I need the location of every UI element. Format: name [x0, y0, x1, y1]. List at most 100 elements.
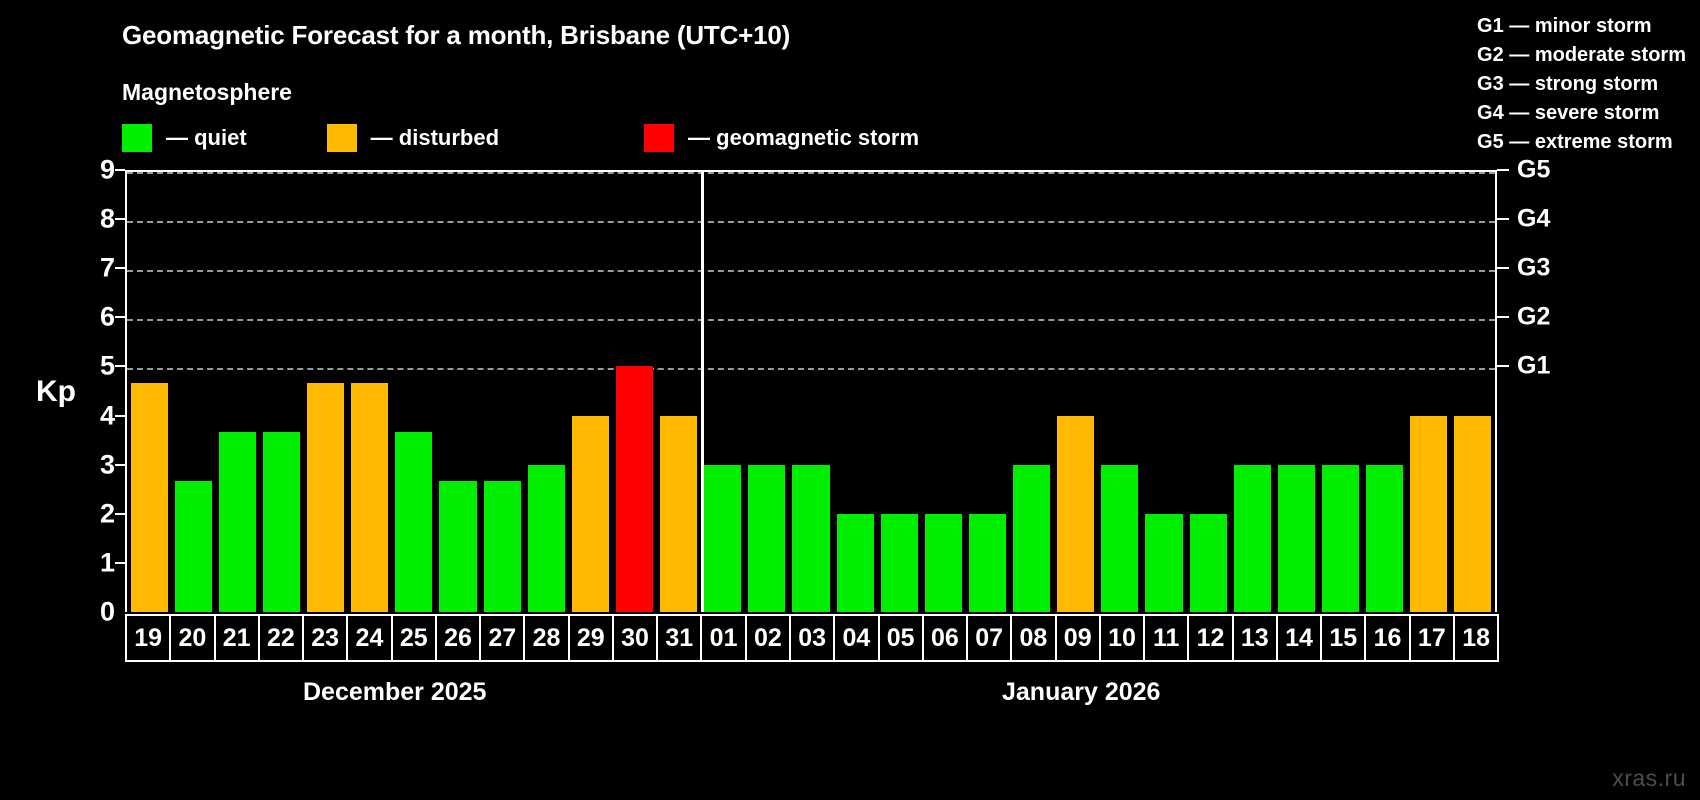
bar-slot[interactable] — [1186, 172, 1230, 612]
bar-day-23[interactable] — [307, 382, 345, 612]
date-box-17[interactable]: 17 — [1408, 614, 1455, 662]
bar-slot[interactable] — [1274, 172, 1318, 612]
bar-slot[interactable] — [965, 172, 1009, 612]
bar-slot[interactable] — [701, 172, 745, 612]
bar-slot[interactable] — [436, 172, 480, 612]
date-box-19[interactable]: 19 — [125, 614, 172, 662]
date-box-22[interactable]: 22 — [257, 614, 305, 662]
legend-swatch-storm-icon — [644, 124, 675, 152]
date-box-30[interactable]: 30 — [611, 614, 659, 662]
bar-day-27[interactable] — [483, 480, 521, 612]
date-box-03[interactable]: 03 — [788, 614, 836, 662]
date-box-29[interactable]: 29 — [567, 614, 614, 662]
bar-day-04[interactable] — [836, 513, 874, 612]
bar-slot[interactable] — [524, 172, 568, 612]
date-box-31[interactable]: 31 — [656, 614, 703, 662]
y-tick-mark-7 — [115, 267, 125, 270]
bar-day-03[interactable] — [792, 464, 830, 612]
bar-day-06[interactable] — [924, 513, 962, 612]
bar-day-08[interactable] — [1013, 464, 1051, 612]
bar-day-12[interactable] — [1189, 513, 1227, 612]
bar-day-05[interactable] — [880, 513, 918, 612]
bar-slot[interactable] — [127, 172, 171, 612]
date-box-18[interactable]: 18 — [1452, 614, 1500, 662]
date-box-15[interactable]: 15 — [1320, 614, 1367, 662]
date-box-04[interactable]: 04 — [833, 614, 880, 662]
bar-slot[interactable] — [304, 172, 348, 612]
date-box-20[interactable]: 20 — [169, 614, 216, 662]
date-box-28[interactable]: 28 — [523, 614, 570, 662]
bar-slot[interactable] — [921, 172, 965, 612]
bar-slot[interactable] — [877, 172, 921, 612]
bar-day-11[interactable] — [1145, 513, 1183, 612]
bar-slot[interactable] — [392, 172, 436, 612]
bar-day-18[interactable] — [1454, 415, 1492, 612]
bar-slot[interactable] — [1318, 172, 1362, 612]
bar-slot[interactable] — [1363, 172, 1407, 612]
bar-day-09[interactable] — [1057, 415, 1095, 612]
bar-day-19[interactable] — [130, 382, 168, 612]
bar-slot[interactable] — [1451, 172, 1495, 612]
date-box-07[interactable]: 07 — [966, 614, 1013, 662]
bar-slot[interactable] — [348, 172, 392, 612]
date-box-21[interactable]: 21 — [213, 614, 260, 662]
bar-slot[interactable] — [568, 172, 612, 612]
date-box-16[interactable]: 16 — [1364, 614, 1411, 662]
date-box-13[interactable]: 13 — [1231, 614, 1278, 662]
bar-day-16[interactable] — [1366, 464, 1404, 612]
bar-day-01[interactable] — [704, 464, 742, 612]
y-tick-mark-3 — [115, 463, 125, 466]
bar-day-24[interactable] — [351, 382, 389, 612]
bar-day-15[interactable] — [1321, 464, 1359, 612]
bar-slot[interactable] — [1142, 172, 1186, 612]
date-box-11[interactable]: 11 — [1143, 614, 1190, 662]
bar-slot[interactable] — [1098, 172, 1142, 612]
bar-day-28[interactable] — [527, 464, 565, 612]
bar-day-14[interactable] — [1277, 464, 1315, 612]
bar-day-21[interactable] — [218, 431, 256, 612]
bar-slot[interactable] — [612, 172, 656, 612]
legend-label-disturbed: — disturbed — [370, 125, 500, 150]
bar-slot[interactable] — [480, 172, 524, 612]
bar-slot[interactable] — [259, 172, 303, 612]
date-box-23[interactable]: 23 — [302, 614, 349, 662]
bar-day-29[interactable] — [571, 415, 609, 612]
bar-slot[interactable] — [1010, 172, 1054, 612]
bar-day-17[interactable] — [1410, 415, 1448, 612]
bar-day-30[interactable] — [615, 366, 653, 612]
date-box-25[interactable]: 25 — [390, 614, 437, 662]
date-box-24[interactable]: 24 — [346, 614, 393, 662]
bar-day-13[interactable] — [1233, 464, 1271, 612]
date-box-26[interactable]: 26 — [434, 614, 482, 662]
bar-slot[interactable] — [833, 172, 877, 612]
bar-slot[interactable] — [171, 172, 215, 612]
bar-slot[interactable] — [1054, 172, 1098, 612]
bar-day-31[interactable] — [660, 415, 698, 612]
date-box-05[interactable]: 05 — [877, 614, 924, 662]
bar-slot[interactable] — [1230, 172, 1274, 612]
bar-slot[interactable] — [657, 172, 701, 612]
bar-slot[interactable] — [745, 172, 789, 612]
y-tick-5: 5 — [99, 350, 115, 381]
bar-day-10[interactable] — [1101, 464, 1139, 612]
bar-day-07[interactable] — [968, 513, 1006, 612]
y-tick-6: 6 — [99, 301, 115, 332]
date-box-01[interactable]: 01 — [700, 614, 747, 662]
bar-slot[interactable] — [215, 172, 259, 612]
bar-day-20[interactable] — [174, 480, 212, 612]
bar-day-25[interactable] — [395, 431, 433, 612]
bar-slot[interactable] — [1407, 172, 1451, 612]
date-box-08[interactable]: 08 — [1010, 614, 1057, 662]
bar-slot[interactable] — [789, 172, 833, 612]
date-box-02[interactable]: 02 — [744, 614, 791, 662]
date-box-12[interactable]: 12 — [1187, 614, 1234, 662]
date-box-10[interactable]: 10 — [1098, 614, 1146, 662]
bar-day-26[interactable] — [439, 480, 477, 612]
g-scale-row-2: G2 — moderate storm — [1477, 44, 1686, 66]
date-box-06[interactable]: 06 — [921, 614, 969, 662]
date-box-27[interactable]: 27 — [479, 614, 526, 662]
bar-day-22[interactable] — [262, 431, 300, 612]
date-box-14[interactable]: 14 — [1275, 614, 1323, 662]
date-box-09[interactable]: 09 — [1054, 614, 1101, 662]
bar-day-02[interactable] — [748, 464, 786, 612]
